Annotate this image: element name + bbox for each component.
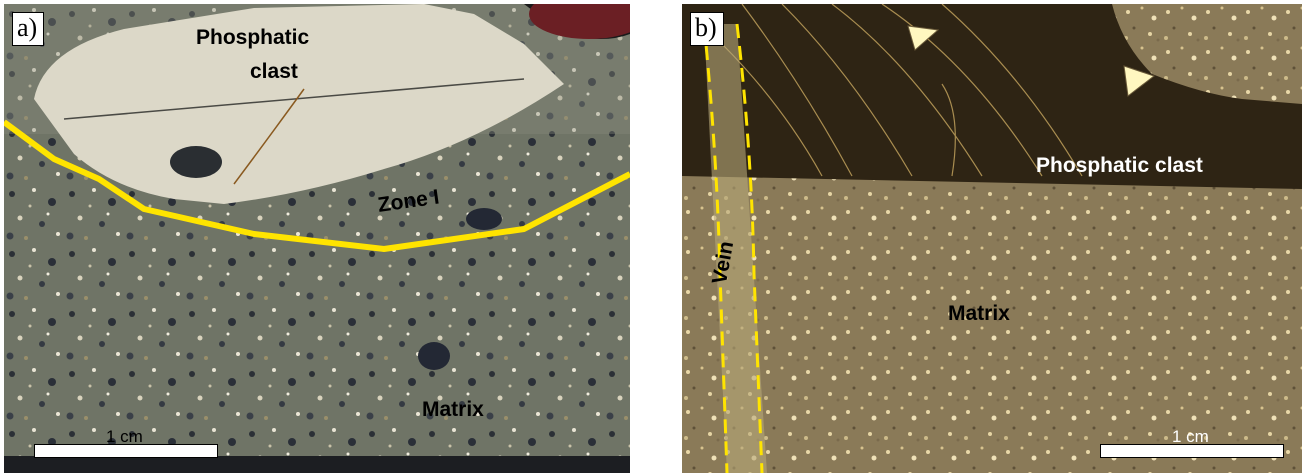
panel-b-label: b) [690,12,724,46]
arrow-marker-1 [907,25,940,51]
phosphatic-clast-label: Phosphatic clast [1036,154,1203,177]
phosphatic-clast-shape [682,4,1302,189]
phosphatic-clast-label-line1: Phosphatic [196,26,310,49]
scale-bar [34,444,218,458]
vein-right-outline [735,23,764,473]
panel-b: b) Phosphatic clast Matrix Vein 1 cm [682,4,1302,473]
panel-a-label: a) [12,12,45,46]
zone-boundary-line [4,119,630,252]
matrix-label: Matrix [422,398,484,421]
red-object [529,4,630,39]
matrix-label: Matrix [948,302,1010,325]
arrow-marker-2 [1123,65,1156,97]
vein-left-outline [702,23,729,473]
phosphatic-clast-label-line2: clast [250,60,298,83]
scale-bar-label: 1 cm [106,427,143,446]
dark-inclusion [170,146,222,178]
panel-b-photo [682,4,1302,473]
scale-bar-label: 1 cm [1172,427,1209,446]
panel-a-photo [4,4,630,473]
phosphatic-clast-shape [34,4,564,204]
scale-bar [1100,444,1284,458]
panel-a: a) Phosphatic clast Zone I Matrix 1 cm [4,4,630,473]
